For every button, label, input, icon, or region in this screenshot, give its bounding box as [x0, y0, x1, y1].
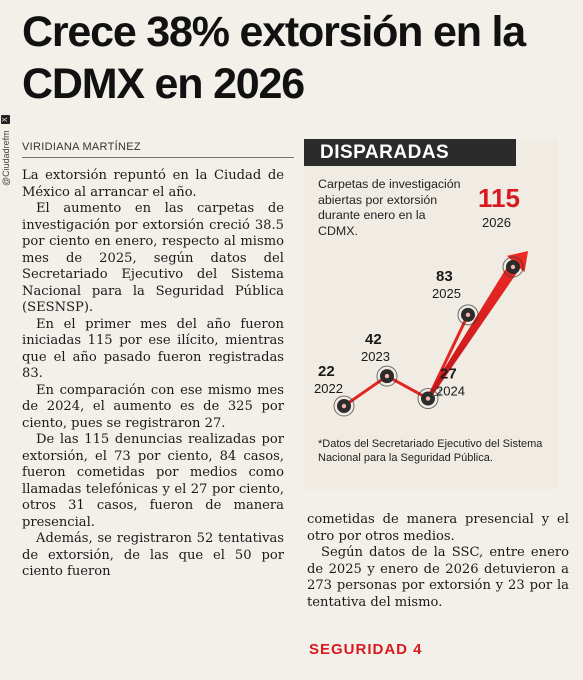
article-column-1: La extorsión repuntó en la Ciudad de Méx… — [22, 168, 284, 581]
x-tick-label: 2025 — [432, 286, 461, 301]
data-point-ring — [333, 395, 355, 417]
data-label: 22 — [318, 363, 335, 380]
chart-footnote: *Datos del Secretariado Ejecutivo del Si… — [318, 438, 543, 464]
x-logo-icon: X — [1, 114, 10, 124]
data-point-center — [425, 396, 431, 401]
data-point-ring — [457, 304, 479, 326]
series-line — [343, 314, 470, 408]
x-tick-label: 2023 — [361, 349, 390, 364]
data-point-ring — [417, 388, 439, 410]
paragraph: Además, se registraron 52 tentativas de … — [22, 531, 284, 579]
paragraph: La extorsión repuntó en la Ciudad de Méx… — [22, 168, 284, 200]
chart-box: 22 2022 42 2023 27 2024 83 2025 115 2026 DISPARAD… — [304, 139, 558, 489]
byline: VIRIDIANA MARTÍNEZ — [22, 141, 141, 153]
x-tick-label: 2026 — [482, 215, 511, 230]
growth-arrow — [426, 250, 529, 400]
x-tick-label: 2024 — [436, 384, 465, 399]
x-tick-label: 2022 — [314, 381, 343, 396]
data-point-center — [465, 312, 471, 318]
paragraph: En el primer mes del año fueron iniciada… — [22, 316, 284, 382]
side-handle-text: @Ciudadrefm — [1, 130, 11, 186]
paragraph: cometidas de manera presencial y el otro… — [307, 512, 569, 544]
paragraph: En comparación con ese mismo mes de 2024… — [22, 382, 284, 431]
data-label: 83 — [436, 268, 453, 285]
paragraph: El aumento en las carpetas de investigac… — [22, 201, 284, 315]
data-point-center — [384, 373, 390, 379]
chart-description: Carpetas de investigación abiertas por e… — [318, 177, 461, 238]
data-point-ring — [502, 256, 524, 278]
data-point-center — [341, 403, 347, 409]
data-point-ring — [376, 365, 398, 387]
data-label: 42 — [365, 331, 382, 348]
paragraph: Según datos de la SSC, entre enero de 20… — [307, 545, 569, 610]
data-label: 27 — [440, 366, 457, 383]
article-column-2: cometidas de manera presencial y el otro… — [307, 512, 569, 611]
section-label: SEGURIDAD 4 — [309, 641, 423, 658]
side-handle: @Ciudadrefm X — [1, 96, 13, 186]
label-leader — [432, 388, 441, 397]
byline-rule — [22, 157, 294, 158]
data-point-center — [510, 264, 516, 270]
paragraph: De las 115 denuncias realizadas por exto… — [22, 432, 284, 530]
headline: Crece 38% extorsión en la CDMX en 2026 — [22, 8, 526, 108]
data-label: 115 — [478, 183, 520, 213]
chart-title: DISPARADAS — [304, 139, 516, 166]
